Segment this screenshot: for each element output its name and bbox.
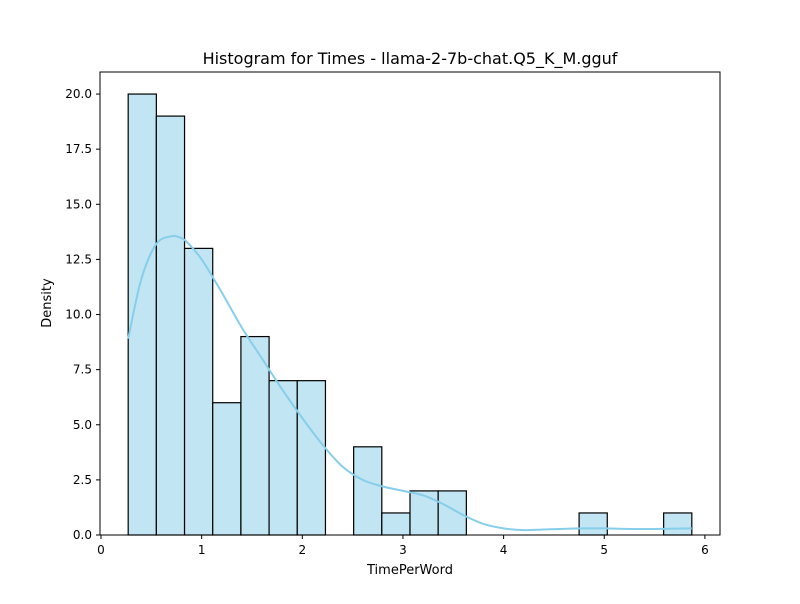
x-tick-label: 0 [97, 543, 105, 557]
histogram-bar [212, 402, 242, 536]
y-tick-label: 0.0 [73, 528, 92, 542]
y-tick-label: 10.0 [65, 308, 92, 322]
histogram-bar [409, 490, 439, 536]
y-tick-label: 20.0 [65, 87, 92, 101]
y-tick-label: 17.5 [65, 142, 92, 156]
bars-layer [127, 93, 693, 536]
histogram-bar [155, 115, 186, 536]
y-tick-label: 12.5 [65, 252, 92, 266]
y-tick-label: 15.0 [65, 197, 92, 211]
y-tick-label: 5.0 [73, 418, 92, 432]
plot-area-frame [99, 71, 721, 536]
kde-layer [127, 234, 692, 532]
x-tick-label: 6 [701, 543, 709, 557]
histogram-bar [296, 380, 327, 536]
histogram-bar [437, 490, 467, 536]
histogram-bar [240, 335, 270, 536]
y-axis-label: Density [40, 278, 55, 328]
x-tick-label: 1 [198, 543, 206, 557]
x-tick-label: 2 [298, 543, 306, 557]
y-axis-ticks: 0.0 2.5 5.0 7.5 10.0 12.5 15.0 17.5 20.0 [65, 87, 100, 542]
x-axis-ticks: 0 1 2 3 4 5 6 [97, 535, 709, 557]
histogram-bar [381, 512, 411, 536]
x-tick-label: 5 [600, 543, 608, 557]
histogram-bar [663, 512, 693, 536]
x-tick-label: 3 [399, 543, 407, 557]
x-tick-label: 4 [500, 543, 508, 557]
chart-title: Histogram for Times - llama-2-7b-chat.Q5… [203, 49, 618, 69]
histogram-bar [183, 247, 214, 536]
histogram-bar [353, 446, 383, 536]
kde-density-curve [127, 234, 692, 532]
histogram-bar [268, 380, 298, 536]
y-tick-label: 2.5 [73, 473, 92, 487]
histogram-bar [578, 512, 608, 536]
x-axis-label: TimePerWord [366, 563, 453, 578]
y-tick-label: 7.5 [73, 363, 92, 377]
